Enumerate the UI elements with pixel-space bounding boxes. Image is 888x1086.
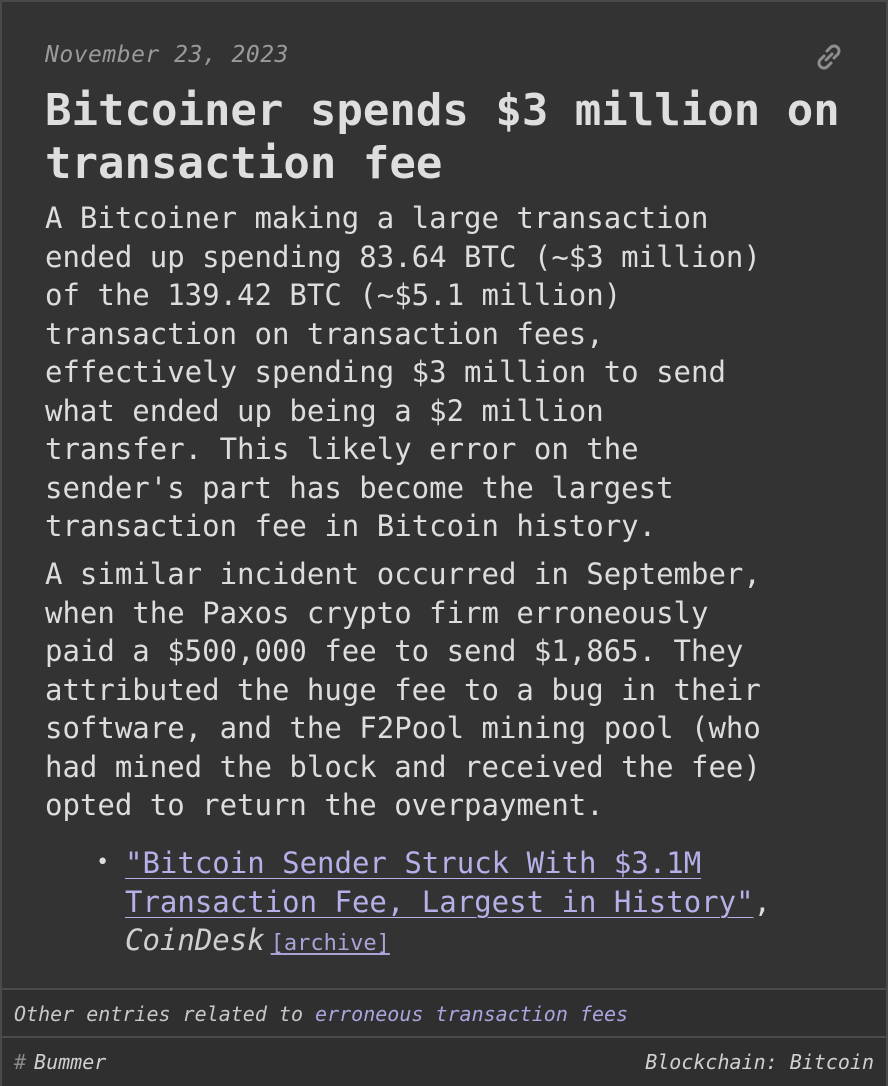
permalink-icon[interactable] (812, 40, 846, 74)
related-entries-bar: Other entries related to erroneous trans… (2, 988, 886, 1038)
tag-bar: # Bummer Blockchain: Bitcoin (2, 1036, 886, 1086)
tag-bummer-label: Bummer (34, 1050, 107, 1074)
source-publisher: CoinDesk (125, 923, 265, 957)
entry-paragraph-2: A similar incident occurred in September… (45, 557, 761, 822)
entry-title: Bitcoiner spends $3 million on transacti… (45, 85, 840, 189)
related-prefix: Other entries related to (14, 1002, 316, 1026)
entry-date: November 23, 2023 (45, 42, 289, 68)
archive-link[interactable]: [archive] (270, 931, 390, 956)
tag-blockchain[interactable]: Blockchain: Bitcoin (645, 1050, 874, 1074)
hash-icon: # (14, 1050, 27, 1074)
source-article-link[interactable]: "Bitcoin Sender Struck With $3.1M Transa… (125, 846, 754, 919)
tag-bummer[interactable]: # Bummer (14, 1038, 106, 1086)
related-entries-link[interactable]: erroneous transaction fees (315, 1002, 629, 1026)
bullet-marker: • (96, 850, 110, 875)
source-comma: , (753, 884, 772, 919)
entry-paragraph-1: A Bitcoiner making a large transaction e… (45, 201, 761, 543)
